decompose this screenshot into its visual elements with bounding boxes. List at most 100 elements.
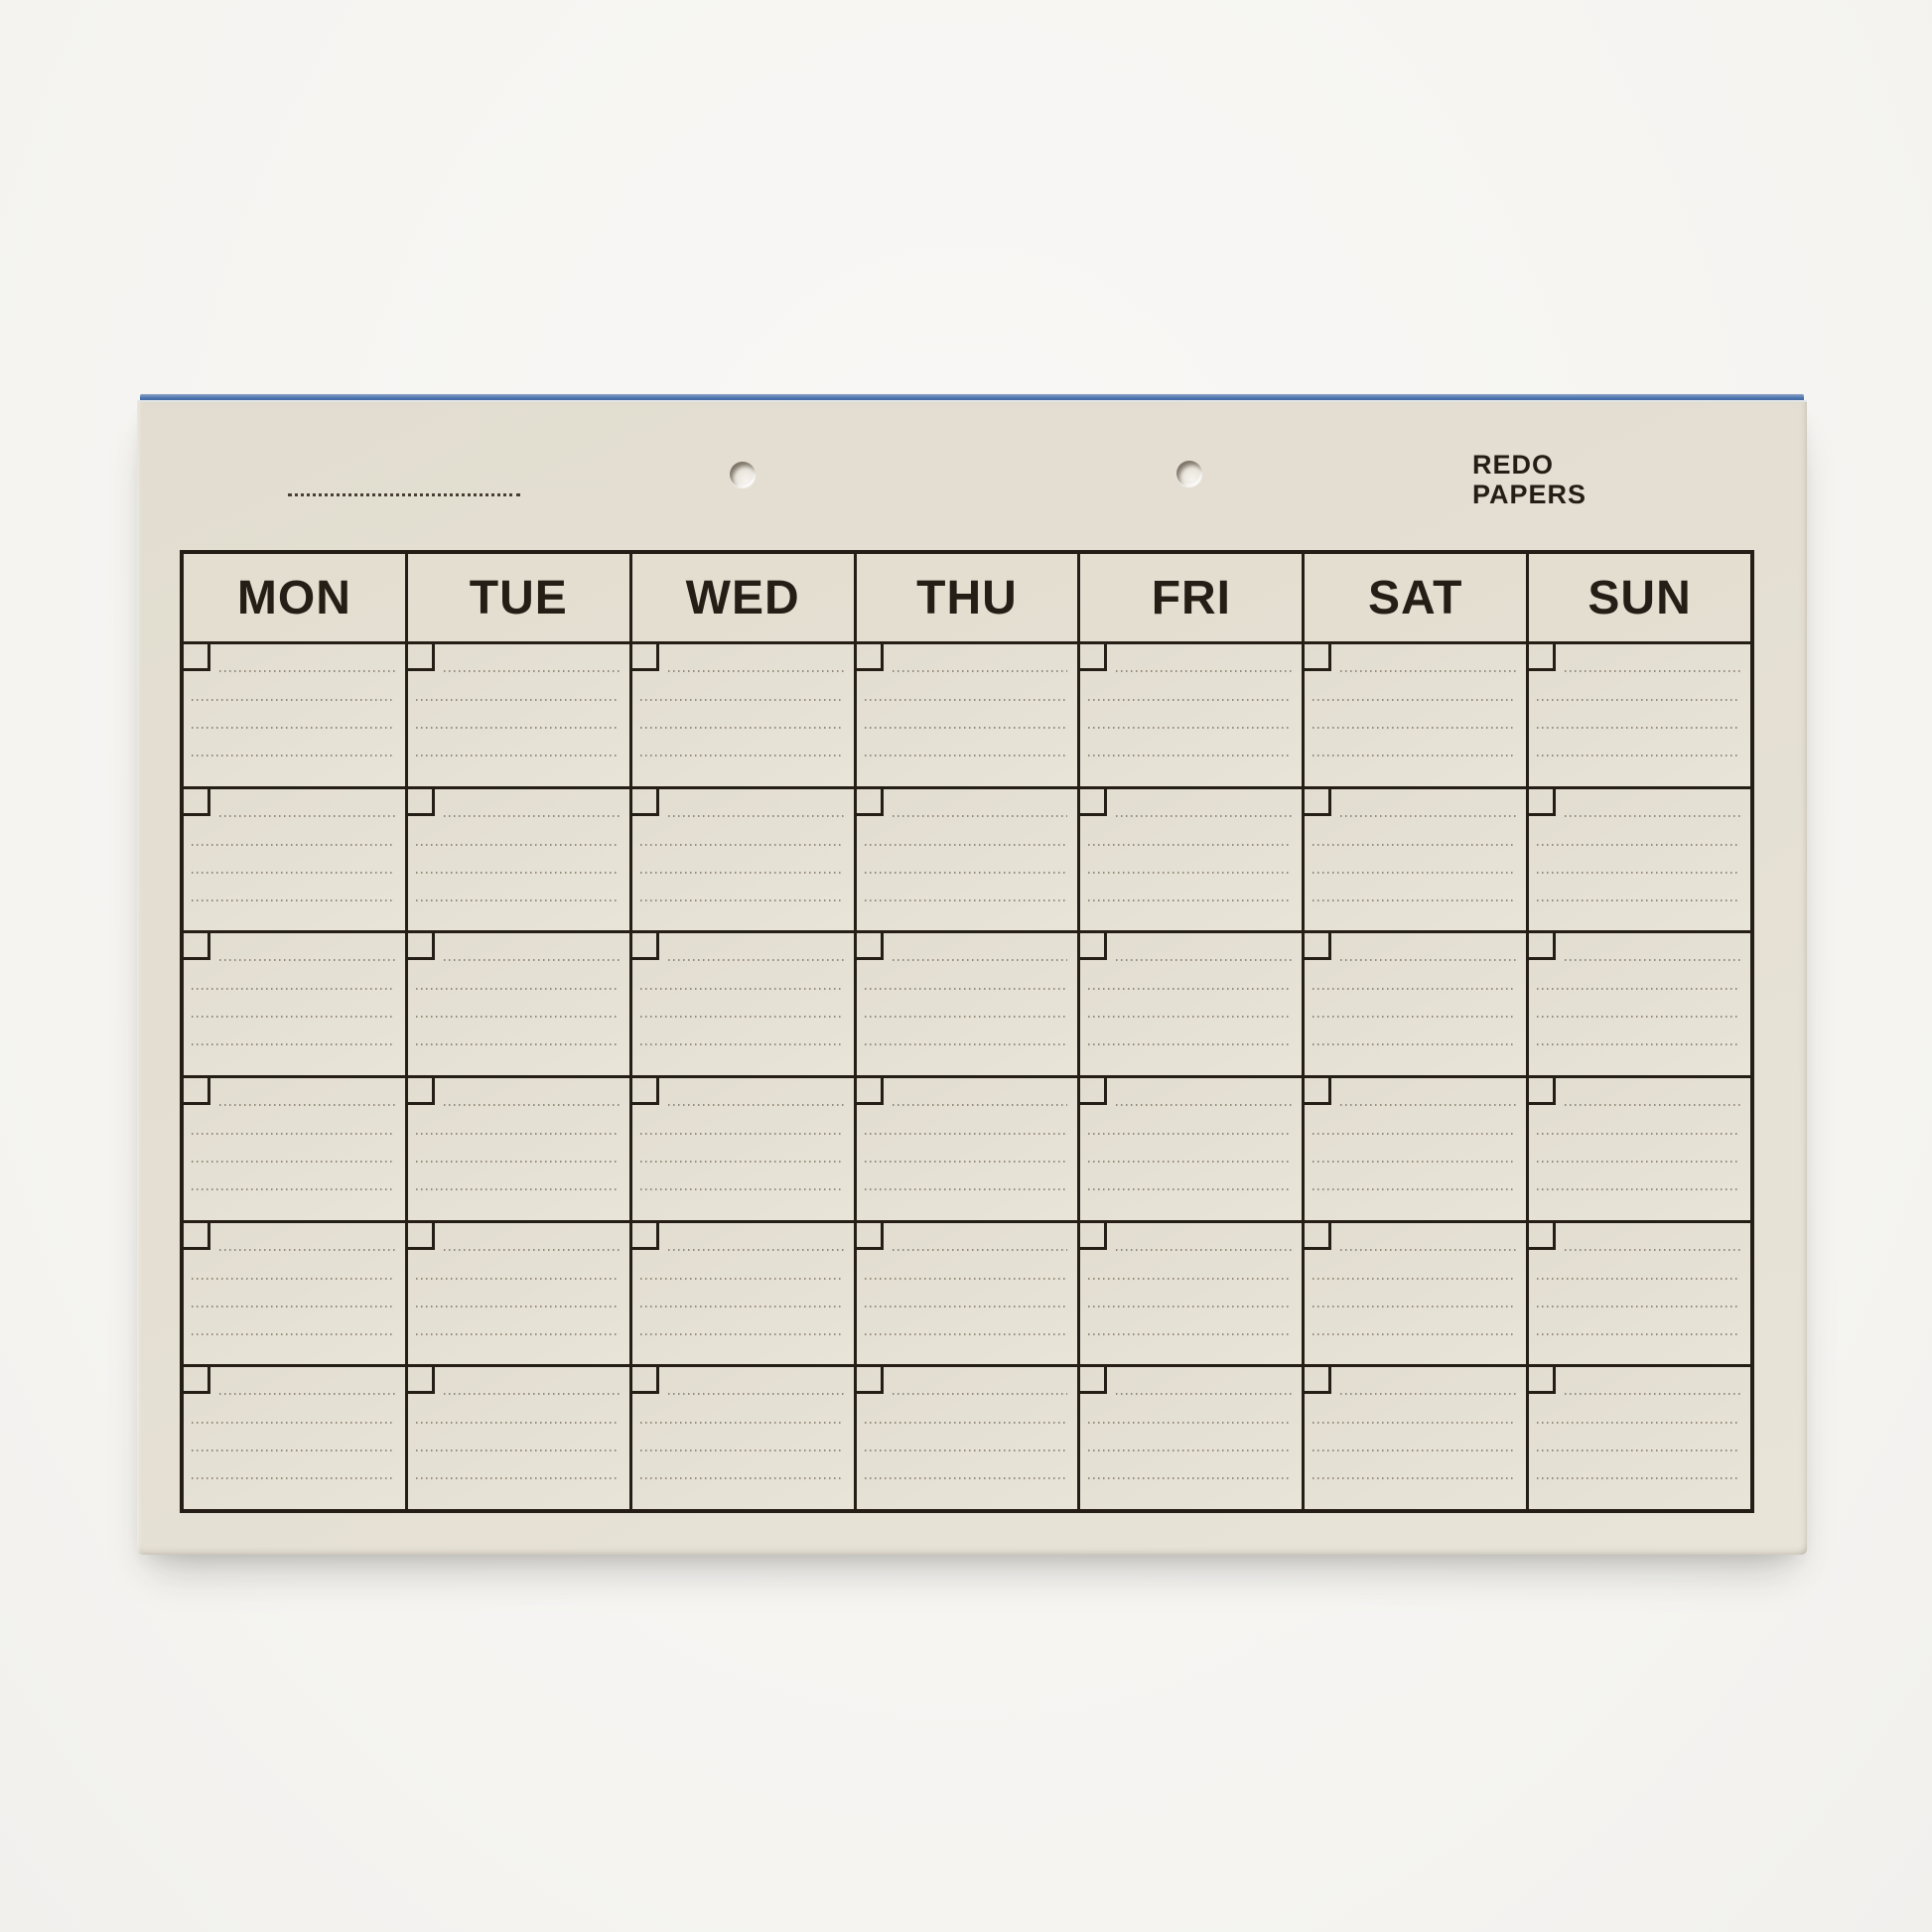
day-cell [1305,1078,1527,1220]
date-box [1305,1367,1332,1395]
note-dotted-line [415,1160,620,1163]
note-dotted-line [415,698,620,701]
note-dotted-line [415,1421,620,1425]
note-dotted-line [1116,1247,1293,1251]
note-dotted-line [864,1421,1068,1425]
note-dotted-line [1537,1132,1740,1135]
note-dotted-line [864,726,1068,729]
note-dotted-line [864,698,1068,701]
note-dotted-line [1088,1304,1293,1308]
note-dotted-line [639,1160,844,1163]
day-cell [856,1078,1078,1220]
note-dotted-line [1088,698,1293,701]
note-dotted-line [219,958,395,962]
day-cell [631,788,854,931]
note-dotted-line [1312,1421,1517,1425]
note-dotted-line [667,813,844,817]
day-cell [1305,933,1527,1075]
date-box [1080,1367,1108,1395]
note-dotted-line [1312,1132,1517,1135]
note-dotted-line [415,987,620,991]
note-dotted-line [639,1304,844,1308]
note-dotted-line [1088,870,1293,874]
note-dotted-line [192,1331,395,1335]
note-dotted-line [667,1247,844,1251]
note-dotted-line [192,987,395,991]
note-dotted-line [1088,1331,1293,1335]
note-dotted-line [192,870,395,874]
date-box [631,1078,659,1105]
weekday-header-tue: TUE [407,554,629,641]
note-dotted-line [639,726,844,729]
day-cell [1080,788,1303,931]
date-box [1305,1078,1332,1105]
note-dotted-line [1088,1421,1293,1425]
day-cell [184,1078,405,1220]
note-dotted-line [1340,958,1517,962]
note-dotted-line [1312,1015,1517,1019]
note-dotted-line [892,1392,1068,1396]
day-cell [1529,1078,1750,1220]
note-dotted-line [1340,1392,1517,1396]
note-dotted-line [415,1304,620,1308]
note-dotted-line [192,754,395,757]
note-dotted-line [192,1276,395,1280]
note-dotted-line [192,842,395,846]
note-dotted-line [667,669,844,672]
weekday-header-sat: SAT [1305,554,1527,641]
note-dotted-line [864,987,1068,991]
date-box [1305,933,1332,961]
note-dotted-line [1537,870,1740,874]
note-dotted-line [1116,1392,1293,1396]
date-box [407,933,435,961]
note-dotted-line [192,1042,395,1046]
date-box [856,933,884,961]
weekday-header-wed: WED [631,554,854,641]
date-box [1529,644,1557,671]
note-dotted-line [443,1103,620,1106]
day-cell [856,933,1078,1075]
title-fill-in-dotted-line [288,480,520,496]
note-dotted-line [667,958,844,962]
note-dotted-line [192,1187,395,1190]
date-box [856,644,884,671]
date-box [1529,788,1557,816]
note-dotted-line [1537,754,1740,757]
note-dotted-line [1312,1331,1517,1335]
note-dotted-line [864,842,1068,846]
note-dotted-line [1116,1103,1293,1106]
note-dotted-line [864,1331,1068,1335]
note-dotted-line [639,1187,844,1190]
note-dotted-line [219,669,395,672]
date-box [184,933,210,961]
day-cell [1080,1367,1303,1509]
day-cell [631,933,854,1075]
weekday-header-thu: THU [856,554,1078,641]
note-dotted-line [443,669,620,672]
day-cell [856,1222,1078,1365]
note-dotted-line [1088,1476,1293,1480]
date-box [631,644,659,671]
day-cell [407,933,629,1075]
note-dotted-line [1565,958,1740,962]
note-dotted-line [415,1132,620,1135]
note-dotted-line [864,897,1068,901]
date-box [1305,788,1332,816]
note-dotted-line [892,669,1068,672]
note-dotted-line [864,754,1068,757]
brand-line-1: REDO [1472,450,1555,480]
day-cell [1529,1367,1750,1509]
day-cell [1305,1222,1527,1365]
note-dotted-line [1537,698,1740,701]
note-dotted-line [1088,726,1293,729]
note-dotted-line [639,754,844,757]
date-box [1080,788,1108,816]
note-dotted-line [443,813,620,817]
note-dotted-line [1088,1015,1293,1019]
planner-pad: REDO PAPERS MON TUE WED THU FRI SAT SUN [137,394,1807,1555]
day-cell [407,1078,629,1220]
note-dotted-line [1565,669,1740,672]
weekday-header-mon: MON [184,554,405,641]
note-dotted-line [415,1476,620,1480]
planner-sheet: REDO PAPERS MON TUE WED THU FRI SAT SUN [137,400,1807,1555]
